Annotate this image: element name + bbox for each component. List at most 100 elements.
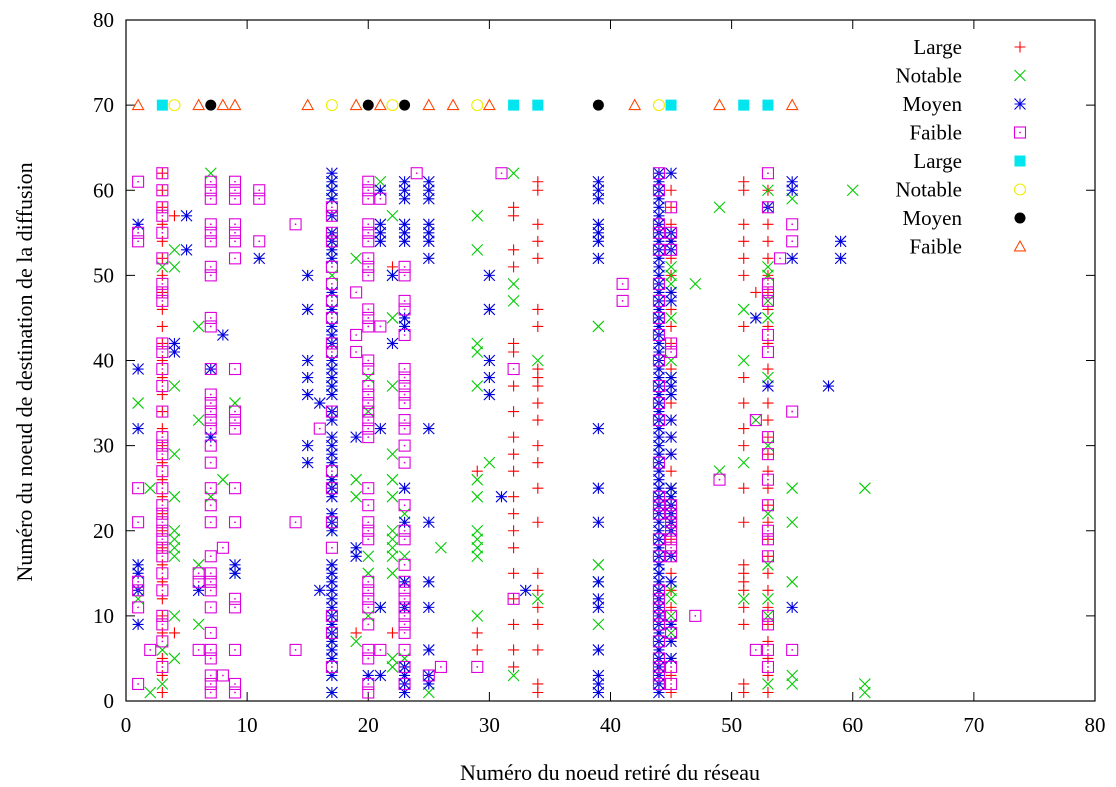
data-point: [652, 277, 666, 290]
data-point: [665, 260, 677, 273]
data-point: [750, 286, 762, 298]
data-point: [761, 550, 775, 563]
data-point: [326, 507, 338, 520]
data-point: [738, 235, 750, 247]
data-point: [398, 456, 411, 469]
data-point: [652, 635, 666, 648]
data-point: [762, 652, 774, 664]
data-point: [762, 397, 774, 409]
data-point: [228, 235, 242, 248]
data-point: [301, 269, 314, 282]
data-point: [761, 533, 775, 546]
data-point: [422, 516, 435, 529]
data-point: [325, 337, 338, 350]
data-point: [374, 226, 387, 239]
data-point: [508, 661, 520, 673]
data-point: [362, 175, 375, 188]
data-point: [350, 345, 363, 359]
legend-label: Faible: [910, 121, 963, 145]
data-point: [532, 567, 544, 579]
data-point: [762, 482, 774, 494]
data-point: [156, 345, 169, 359]
data-point: [326, 456, 338, 469]
data-point: [665, 652, 677, 665]
data-point: [738, 397, 750, 409]
data-point: [665, 414, 677, 426]
data-point: [326, 618, 338, 631]
data-point: [410, 167, 423, 180]
data-point: [156, 660, 169, 674]
data-point: [386, 533, 399, 546]
data-point: [653, 567, 665, 580]
data-point: [762, 558, 774, 571]
data-point: [132, 175, 145, 188]
data-point: [156, 474, 168, 486]
legend-marker: [1014, 212, 1026, 224]
data-point: [204, 397, 217, 410]
data-point: [168, 99, 181, 112]
data-point: [204, 192, 217, 205]
data-point: [761, 448, 775, 461]
legend-marker: [1013, 239, 1027, 252]
data-point: [592, 558, 605, 571]
data-point: [204, 311, 217, 324]
data-point: [653, 269, 665, 282]
data-point: [228, 601, 242, 614]
data-point: [362, 311, 375, 324]
data-point: [652, 218, 666, 231]
y-axis: 0 10 20 30 40 50 60 70 80: [93, 8, 1095, 713]
data-point: [374, 601, 387, 614]
data-point: [374, 184, 387, 197]
series-faible-triangle: [131, 98, 799, 111]
data-point: [834, 235, 847, 248]
data-point: [471, 627, 483, 639]
data-point: [665, 354, 677, 367]
data-point: [652, 184, 666, 197]
data-point: [326, 601, 338, 614]
data-point: [180, 243, 193, 256]
data-point: [168, 609, 181, 622]
data-point: [592, 686, 605, 699]
data-point: [374, 175, 387, 188]
data-point: [422, 644, 435, 656]
legend-marker: [1014, 98, 1026, 110]
data-point: [132, 592, 145, 605]
data-point: [362, 499, 375, 512]
data-point: [398, 652, 411, 665]
data-point: [156, 618, 169, 631]
data-point: [471, 243, 484, 256]
data-point: [156, 482, 169, 495]
data-point: [398, 320, 411, 333]
data-point: [362, 422, 375, 435]
data-point: [349, 98, 363, 111]
data-point: [738, 320, 750, 332]
data-point: [628, 98, 642, 111]
legend-label: Notable: [896, 64, 962, 88]
data-point: [204, 626, 217, 639]
data-point: [399, 99, 411, 111]
data-point: [653, 235, 665, 248]
data-point: [168, 627, 180, 639]
data-point: [738, 601, 750, 613]
data-point: [132, 235, 145, 248]
data-point: [446, 98, 460, 111]
data-point: [362, 652, 375, 665]
data-point: [737, 303, 750, 316]
data-point: [652, 328, 666, 342]
data-point: [168, 652, 181, 665]
data-point: [761, 345, 775, 359]
data-point: [144, 482, 157, 495]
data-point: [362, 99, 374, 111]
data-point: [168, 337, 181, 350]
data-point: [325, 201, 338, 214]
data-point: [325, 209, 338, 222]
data-point: [156, 627, 168, 639]
data-point: [168, 550, 181, 563]
data-point: [132, 226, 145, 239]
data-point: [362, 397, 375, 410]
data-point: [217, 473, 229, 486]
data-point: [228, 98, 242, 111]
data-point: [665, 337, 678, 350]
data-point: [652, 660, 666, 674]
data-point: [313, 397, 326, 409]
